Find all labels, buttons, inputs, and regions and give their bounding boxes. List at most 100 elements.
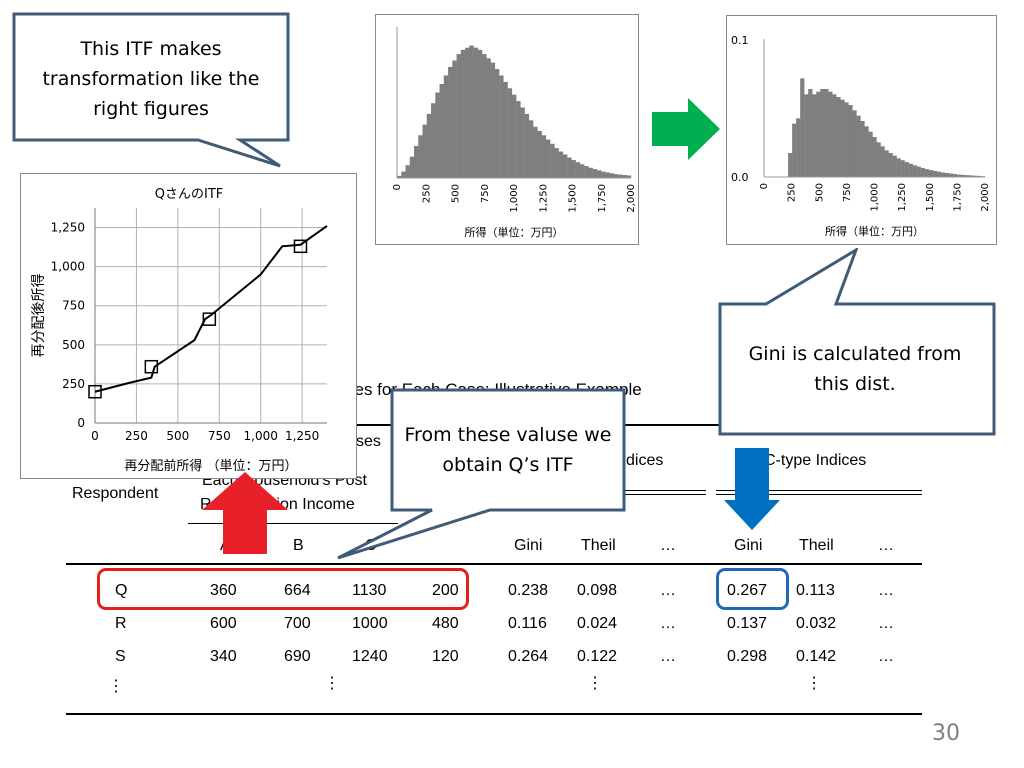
hist-after-bar (904, 162, 909, 177)
hist-before-bar (613, 174, 619, 178)
table-cell: 1130 (352, 582, 387, 599)
col-header-gini-1: Gini (514, 537, 543, 554)
hist-after-bar (804, 94, 809, 177)
hist-after-bar (936, 171, 941, 177)
hist-before-bar (414, 145, 419, 178)
hist-after-bar (824, 89, 829, 177)
hist-before-bar (431, 103, 436, 178)
table-cell: 360 (210, 582, 237, 599)
histogram-after-svg: 0 250 500 750 1,000 1,250 1,500 1,750 2,000 所得（単位… (731, 34, 991, 238)
table-cell: 340 (210, 648, 237, 665)
hist-before-bar (554, 148, 559, 178)
hist-before-bar (622, 175, 627, 178)
hist-after-bar (896, 158, 901, 177)
hist-before-bar (541, 135, 547, 178)
hist-after-bar (960, 174, 966, 177)
hist-after-bar (976, 175, 982, 177)
hist-before-bar (520, 107, 525, 178)
table-cell: 0.116 (508, 615, 547, 632)
hist-before-bar (443, 75, 449, 178)
itf-y-axis-label: 再分配後所得 (30, 274, 47, 358)
hist-after-x-tick-label: 2,000 (980, 183, 991, 212)
table-cell: 1240 (352, 648, 388, 665)
hist-after-bar (828, 91, 833, 177)
itf-x-axis-label: 再分配前所得 （単位：万円） (124, 458, 297, 474)
hist-before-bar (567, 157, 572, 178)
table-cell: 0.122 (577, 648, 618, 665)
table-cell: 0.024 (577, 615, 618, 632)
hist-after-bar (940, 172, 946, 177)
hist-after-x-tick-label: 1,000 (870, 183, 881, 212)
itf-x-tick-label: 500 (166, 429, 189, 443)
right-group-header: C-type Indices (764, 452, 867, 469)
hist-after-bar (836, 97, 841, 177)
table-bottom-rule (66, 713, 922, 715)
hist-before-bar (494, 69, 500, 178)
hist-before-bar (503, 81, 508, 178)
hist-before-bar (452, 60, 457, 178)
ellipsis-v-2: ⋮ (324, 675, 340, 692)
table-cell: 0.142 (796, 648, 837, 665)
table-cell: … (878, 615, 894, 632)
table-cell: 0.137 (727, 615, 768, 632)
hist-after-bar (788, 153, 793, 177)
hist-after-x-axis-label: 所得（単位：万円） (825, 224, 924, 238)
hist-after-bar (832, 94, 837, 177)
hist-before-bar (482, 54, 487, 178)
callout-right-shape (718, 248, 996, 436)
hist-after-bar (928, 170, 933, 177)
col-header-theil-1: Theil (581, 537, 616, 554)
respondent-label: Respondent (72, 485, 159, 502)
hist-before-bar (605, 172, 610, 178)
hist-before-x-tick-label: 1,500 (568, 184, 579, 213)
red-up-arrow-icon (202, 472, 288, 554)
hist-before-bar (397, 175, 402, 178)
col-header-more-2: … (878, 537, 894, 554)
hist-after-bar (924, 169, 929, 177)
hist-after-bar (884, 150, 889, 177)
table-cell: 120 (432, 648, 459, 665)
hist-after-bar (972, 175, 978, 177)
table-cell: … (660, 615, 676, 632)
hist-after-bar (808, 89, 813, 177)
hist-after-bar (968, 175, 974, 177)
hist-before-bar (511, 94, 517, 178)
hist-before-bar (456, 54, 462, 178)
itf-y-tick-label: 1,000 (51, 260, 85, 274)
table-cell: 0.298 (727, 648, 768, 665)
col-header-theil-2: Theil (799, 537, 834, 554)
hist-before-bar (609, 173, 615, 178)
histogram-before-chart: 0 250 500 750 1,000 1,250 1,500 1,750 2,000 所得（単位… (375, 14, 639, 245)
left-group-rule (188, 523, 398, 524)
hist-after-bar (876, 142, 881, 177)
itf-x-tick-label: 0 (91, 429, 99, 443)
table-cell: … (878, 648, 894, 665)
hist-after-x-tick-label: 1,500 (925, 183, 936, 212)
itf-marker (144, 359, 159, 374)
row-label-s: S (115, 648, 126, 665)
hist-after-bar (816, 91, 821, 177)
hist-before-bar (499, 75, 504, 178)
histogram-after-chart: 0 250 500 750 1,000 1,250 1,500 1,750 2,000 所得（単位… (726, 15, 997, 245)
slide-number: 30 (932, 721, 960, 746)
table-header-rule (66, 563, 922, 565)
hist-before-x-tick-label: 1,750 (597, 184, 608, 213)
itf-chart-title: QさんのITF (155, 187, 224, 202)
table-cell: 480 (432, 615, 459, 632)
hist-before-bar (575, 162, 581, 178)
hist-after-bar (856, 115, 861, 177)
hist-before-x-tick-label: 500 (451, 184, 462, 203)
hist-after-bar (820, 89, 825, 177)
table-cell: 700 (284, 615, 311, 632)
callout-middle-shape (337, 388, 626, 560)
callout-middle-text: From these valuse we obtain Q’s ITF (404, 424, 612, 476)
table-cell: … (878, 582, 894, 599)
table-cell: 690 (284, 648, 311, 665)
hist-before-bar (601, 171, 606, 178)
hist-before-bar (422, 124, 427, 178)
ellipsis-v-1: ⋮ (108, 678, 124, 695)
hist-before-bar (486, 58, 491, 179)
q-gini-highlight-box (716, 568, 789, 610)
col-header-b: B (293, 537, 304, 554)
ellipsis-v-4: ⋮ (806, 675, 822, 692)
